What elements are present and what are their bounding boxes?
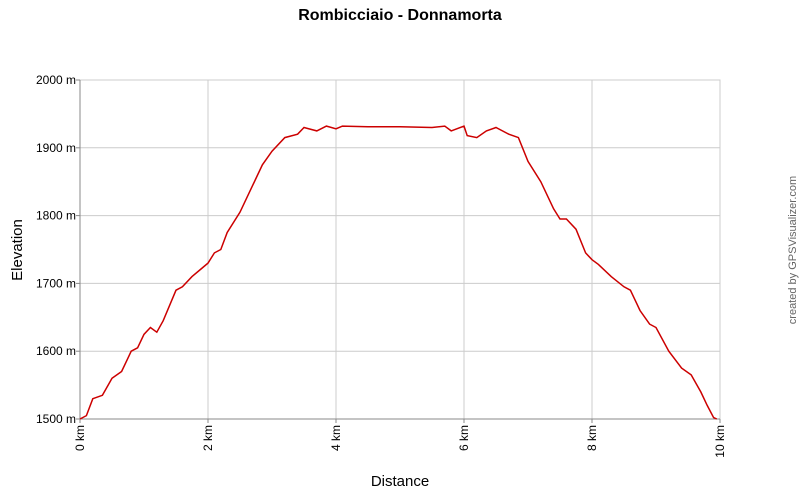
x-tick-label: 8 km: [585, 425, 599, 451]
y-tick-label: 1600 m: [36, 344, 76, 358]
credit: created by GPSVisualizer.com: [787, 176, 799, 324]
x-tick-label: 10 km: [713, 425, 727, 458]
x-tick-label: 6 km: [457, 425, 471, 451]
elevation-line: [79, 125, 718, 420]
y-tick-label: 2000 m: [36, 73, 76, 87]
chart-title: Rombicciaio - Donnamorta: [298, 7, 502, 24]
x-tick-label: 4 km: [329, 425, 343, 451]
y-tick-label: 1500 m: [36, 412, 76, 426]
x-tick-label: 2 km: [201, 425, 215, 451]
x-tick-label: 0 km: [73, 425, 87, 451]
plot-area: [79, 79, 721, 420]
x-axis-label: Distance: [371, 473, 429, 490]
y-tick-label: 1700 m: [36, 276, 76, 290]
y-tick-label: 1900 m: [36, 141, 76, 155]
y-tick-label: 1800 m: [36, 209, 76, 223]
y-axis-label: Elevation: [9, 219, 26, 281]
